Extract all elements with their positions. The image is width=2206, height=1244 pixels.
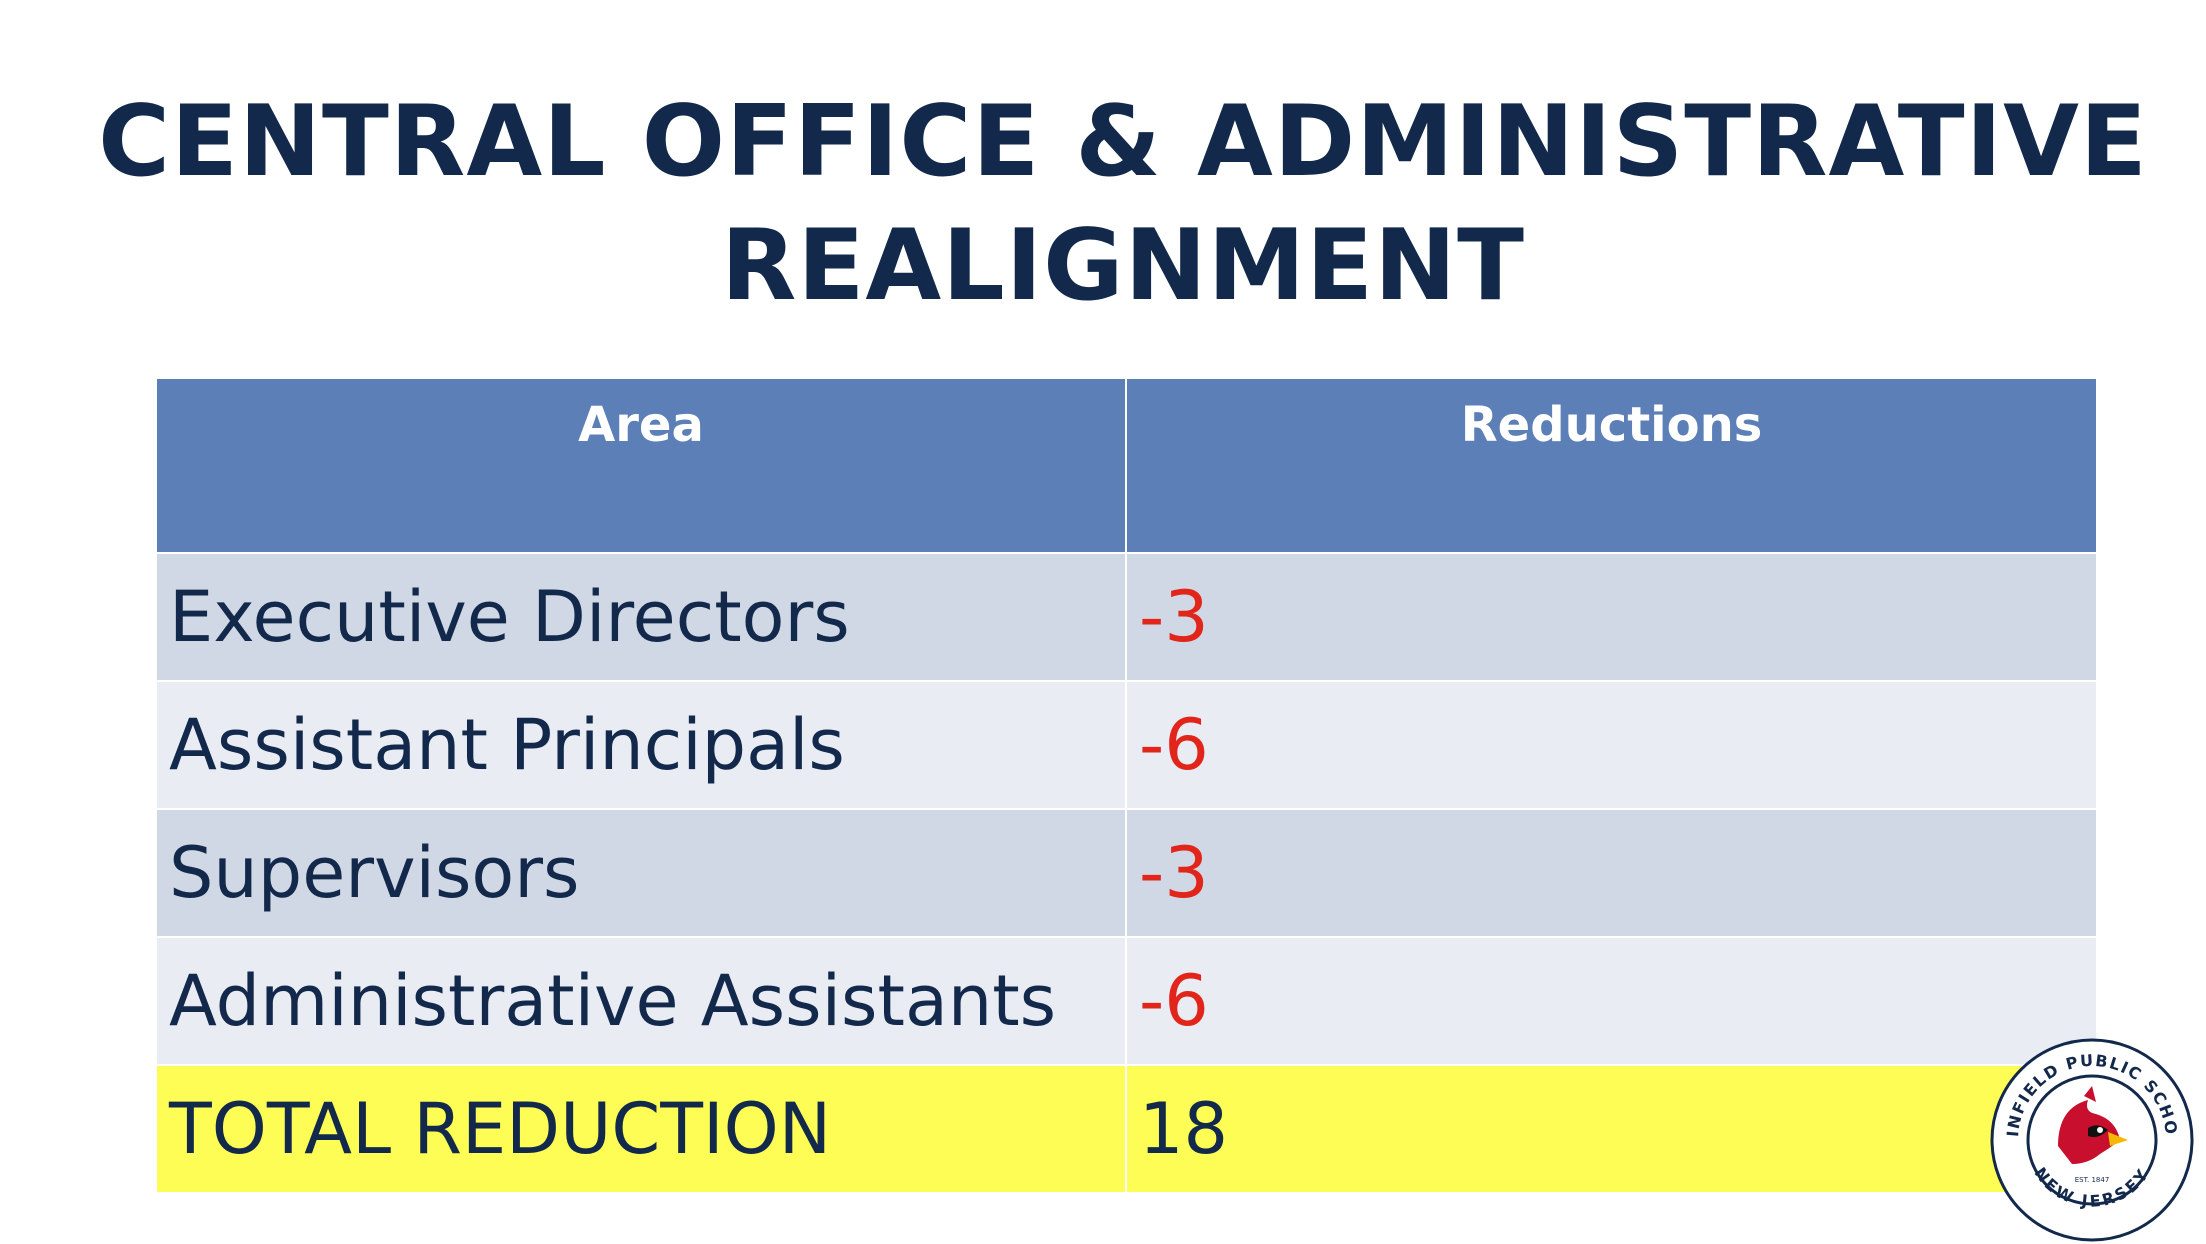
area-cell: Assistant Principals (155, 680, 1127, 810)
slide-title: CENTRAL OFFICE & ADMINISTRATIVE REALIGNM… (0, 80, 2206, 328)
reductions-table: Area Reductions Executive Directors -3 A… (155, 377, 2098, 1194)
area-cell: Executive Directors (155, 552, 1127, 682)
area-cell: Supervisors (155, 808, 1127, 938)
header-area: Area (155, 377, 1127, 554)
reduction-cell: -6 (1125, 936, 2098, 1066)
total-value: 18 (1125, 1064, 2098, 1194)
header-reductions: Reductions (1125, 377, 2098, 554)
title-line-1: CENTRAL OFFICE & ADMINISTRATIVE (98, 85, 2148, 199)
total-row: TOTAL REDUCTION 18 (155, 1064, 2098, 1194)
seal-established: EST. 1847 (2075, 1176, 2110, 1184)
table-header-row: Area Reductions (155, 377, 2098, 554)
table-row: Assistant Principals -6 (155, 680, 2098, 810)
table-row: Supervisors -3 (155, 808, 2098, 938)
reduction-cell: -6 (1125, 680, 2098, 810)
table-row: Administrative Assistants -6 (155, 936, 2098, 1066)
title-line-2: REALIGNMENT (721, 209, 1525, 323)
reduction-cell: -3 (1125, 552, 2098, 682)
area-cell: Administrative Assistants (155, 936, 1127, 1066)
reduction-cell: -3 (1125, 808, 2098, 938)
table-row: Executive Directors -3 (155, 552, 2098, 682)
total-label: TOTAL REDUCTION (155, 1064, 1127, 1194)
cardinal-icon (2058, 1086, 2128, 1164)
school-seal-logo: PLAINFIELD PUBLIC SCHOOLS NEW JERSEY EST… (1988, 1036, 2194, 1242)
